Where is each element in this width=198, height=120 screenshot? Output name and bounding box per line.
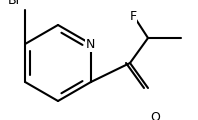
Text: Br: Br: [7, 0, 21, 7]
Text: F: F: [129, 10, 137, 23]
Text: N: N: [86, 37, 96, 51]
Text: O: O: [150, 111, 160, 120]
